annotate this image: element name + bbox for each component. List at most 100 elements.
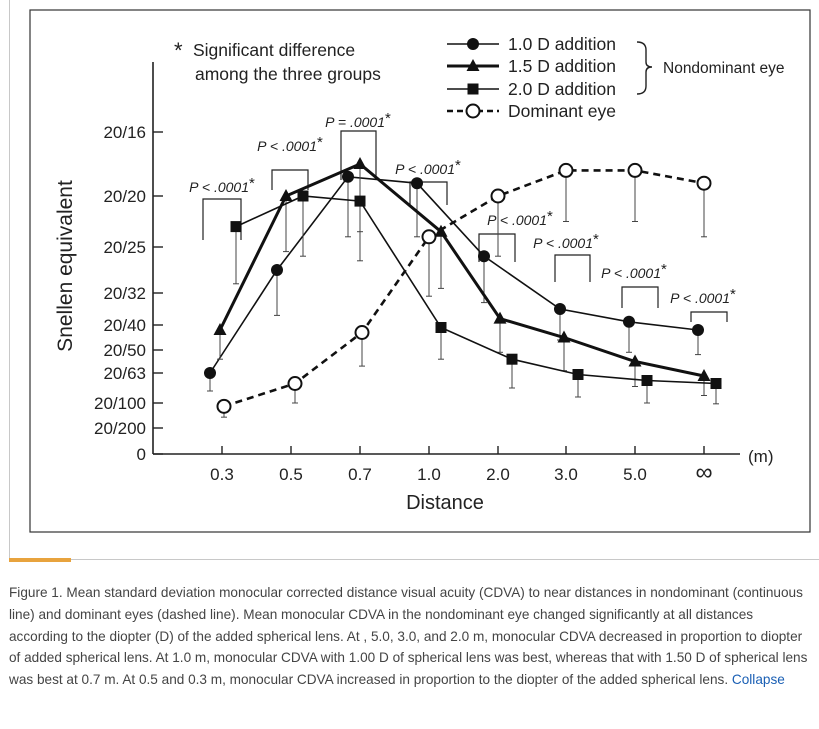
p-value-label: P < .0001* — [533, 231, 599, 251]
series-0 — [204, 170, 704, 392]
y-axis-label: Snellen equivalent — [54, 180, 77, 352]
data-point — [297, 190, 309, 202]
figure-frame: 20/16 20/20 20/25 20/32 20/40 20/50 20/63 20/10… — [9, 0, 819, 562]
series-line — [223, 169, 705, 408]
y-tick-label: 20/50 — [103, 341, 146, 360]
significance-bracket — [271, 169, 309, 190]
plot-area — [204, 157, 722, 418]
data-point — [710, 378, 722, 389]
p-value-text: P < .0001 — [257, 138, 317, 154]
y-tick-label: 20/20 — [103, 187, 146, 206]
p-value-label: P < .0001* — [257, 134, 323, 154]
p-value-text: P < .0001 — [601, 265, 661, 281]
p-value-text: P < .0001 — [487, 212, 547, 228]
data-point — [506, 353, 518, 365]
note-star: * — [174, 38, 183, 63]
series-line — [209, 175, 699, 374]
collapse-link[interactable]: Collapse — [731, 672, 785, 688]
y-tick-label: 20/32 — [103, 284, 146, 303]
p-value-label: P < .0001* — [670, 286, 736, 306]
x-tick-label: 0.7 — [348, 465, 372, 484]
data-point — [627, 162, 643, 178]
p-value-text: P = .0001 — [325, 114, 385, 130]
significance-bracket — [690, 311, 728, 322]
x-tick-label: 3.0 — [554, 465, 578, 484]
data-point — [490, 188, 506, 204]
data-point — [572, 369, 584, 380]
legend-label: 2.0 D addition — [508, 79, 616, 99]
series-line — [235, 195, 717, 385]
legend-label: Dominant eye — [508, 101, 616, 121]
data-point — [435, 322, 447, 333]
y-tick-label: 20/200 — [94, 419, 146, 438]
legend-marker — [467, 38, 479, 50]
data-point — [354, 325, 370, 340]
data-point — [204, 367, 216, 379]
significance-note: * Significant difference among the three g… — [174, 38, 381, 84]
data-point — [478, 250, 490, 263]
p-value-text: P < .0001 — [395, 161, 455, 177]
p-value-star: * — [249, 175, 255, 192]
x-tick-label: 5.0 — [623, 465, 647, 484]
legend-marker — [467, 83, 479, 95]
data-point — [287, 376, 303, 391]
data-point — [279, 189, 293, 201]
series-2 — [230, 190, 722, 405]
p-value-star: * — [593, 231, 599, 248]
significance-bracket — [202, 198, 242, 240]
p-value-star: * — [661, 261, 667, 278]
significance-bracket — [478, 233, 516, 262]
p-value-label: P = .0001* — [325, 110, 391, 130]
data-point — [558, 162, 574, 178]
p-value-star: * — [385, 110, 391, 127]
axes: 20/16 20/20 20/25 20/32 20/40 20/50 20/63 20/10… — [54, 62, 773, 514]
p-value-text: P < .0001 — [189, 179, 249, 195]
legend-label: 1.0 D addition — [508, 34, 616, 54]
data-point — [216, 398, 232, 414]
legend-brace — [636, 41, 653, 95]
data-point — [697, 369, 711, 381]
data-point — [692, 324, 704, 336]
note-line-2: among the three groups — [195, 64, 381, 84]
x-tick-label: 0.3 — [210, 465, 234, 484]
figure-caption: Figure 1. Mean standard deviation monocu… — [9, 582, 809, 691]
legend-label: 1.5 D addition — [508, 56, 616, 76]
data-point — [230, 221, 242, 233]
x-axis-label: Distance — [406, 492, 484, 514]
p-value-annotations: P < .0001*P < .0001*P = .0001*P < .0001*… — [189, 110, 736, 322]
data-point — [623, 315, 635, 328]
p-value-label: P < .0001* — [395, 157, 461, 177]
p-value-text: P < .0001 — [670, 290, 730, 306]
data-point — [641, 375, 653, 386]
data-point — [493, 311, 507, 324]
caption-text: Figure 1. Mean standard deviation monocu… — [9, 585, 808, 688]
data-point — [411, 177, 423, 190]
p-value-star: * — [730, 286, 736, 303]
y-tick-label: 0 — [137, 445, 146, 464]
data-point — [557, 330, 571, 343]
x-tick-label: ∞ — [695, 459, 712, 486]
chart-frame — [29, 9, 811, 533]
y-tick-label: 20/63 — [103, 364, 146, 383]
x-tick-label: 0.5 — [279, 465, 303, 484]
y-tick-label: 20/40 — [103, 316, 146, 335]
legend-marker — [466, 59, 480, 71]
data-point — [554, 303, 566, 315]
data-point — [628, 354, 642, 367]
p-value-label: P < .0001* — [487, 208, 553, 228]
y-tick-label: 20/25 — [103, 238, 146, 257]
legend-marker — [465, 103, 481, 119]
x-tick-label: 1.0 — [417, 465, 441, 484]
tab-accent — [9, 558, 71, 562]
x-tick-label: 2.0 — [486, 465, 510, 484]
y-tick-label: 20/100 — [94, 394, 146, 413]
significance-bracket — [409, 181, 448, 205]
note-line-1: Significant difference — [193, 40, 355, 60]
p-value-label: P < .0001* — [189, 175, 255, 195]
legend-group-label: Nondominant eye — [663, 60, 785, 77]
p-value-label: P < .0001* — [601, 261, 667, 281]
p-value-star: * — [547, 208, 553, 225]
p-value-text: P < .0001 — [533, 235, 593, 251]
data-point — [342, 170, 354, 183]
